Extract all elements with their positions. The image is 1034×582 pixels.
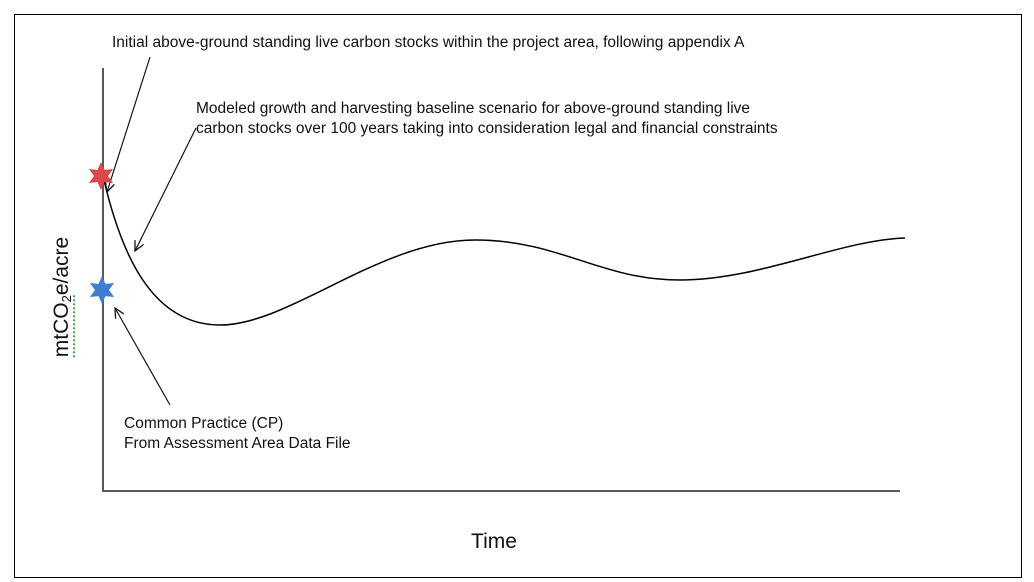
common-practice-annotation-line1: Common Practice (CP) [124,415,284,432]
common-practice-star-icon [89,276,115,304]
common-practice-annotation-line2: From Assessment Area Data File [124,435,351,452]
modeled-baseline-annotation: Modeled growth and harvesting baseline s… [196,99,778,139]
x-axis-label: Time [471,530,517,553]
diagram-frame [14,14,1022,578]
arrow-common-practice [115,308,171,406]
y-axis-label-prefix: mtCO2 [50,295,75,358]
modeled-baseline-annotation-line2: carbon stocks over 100 years taking into… [196,120,778,137]
baseline-scenario-curve [102,175,906,326]
initial-stocks-star-icon [88,162,114,190]
initial-stocks-annotation: Initial above-ground standing live carbo… [112,34,745,51]
y-axis-label-subscript: 2 [59,295,74,303]
modeled-baseline-annotation-line1: Modeled growth and harvesting baseline s… [196,100,751,117]
y-axis-label-suffix: e/acre [50,236,73,296]
arrow-initial-stocks [107,56,151,192]
y-axis-label: mtCO2e/acre [50,236,75,358]
common-practice-annotation: Common Practice (CP) From Assessment Are… [124,414,351,454]
arrow-modeled-baseline [135,127,197,251]
